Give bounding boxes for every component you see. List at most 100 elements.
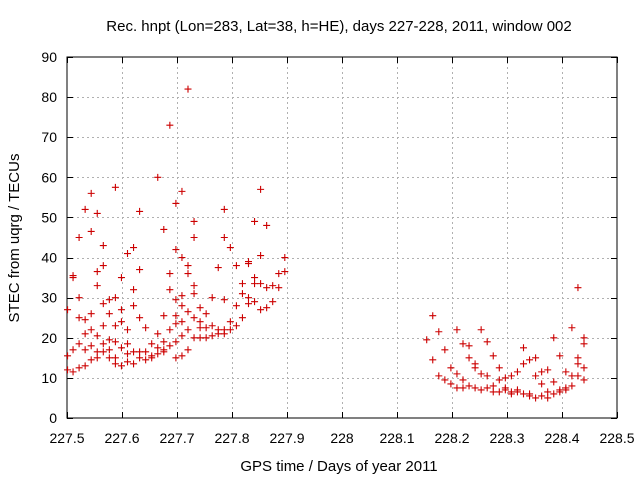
data-point: [580, 364, 588, 372]
data-point: [465, 354, 473, 362]
x-tick-label: 227.8: [214, 430, 249, 446]
data-point: [172, 338, 180, 346]
data-point: [275, 270, 283, 278]
x-tick-labels: 227.5 227.6 227.7 227.8 227.9 228 228.1 228.2 22…: [49, 430, 634, 446]
data-point: [178, 318, 186, 326]
data-point: [447, 364, 455, 372]
data-point: [172, 320, 180, 328]
data-point: [574, 360, 582, 368]
data-point: [111, 360, 119, 368]
data-point: [465, 342, 473, 350]
data-point: [99, 300, 107, 308]
data-point: [275, 284, 283, 292]
data-point: [538, 368, 546, 376]
data-point: [184, 346, 192, 354]
data-point: [257, 280, 265, 288]
data-point: [184, 270, 192, 278]
y-tick-label: 30: [41, 290, 57, 306]
data-point: [220, 296, 228, 304]
data-point: [190, 282, 198, 290]
data-point: [520, 344, 527, 352]
data-point: [81, 205, 89, 213]
data-point: [447, 380, 455, 388]
data-point: [232, 302, 240, 310]
data-point: [172, 296, 180, 304]
data-point: [562, 368, 570, 376]
data-point: [574, 354, 582, 362]
data-point: [477, 386, 485, 394]
x-tick-label: 228.4: [544, 430, 579, 446]
data-point: [105, 296, 113, 304]
data-point: [465, 382, 473, 390]
data-point: [160, 312, 168, 320]
data-point: [142, 348, 150, 356]
data-point: [136, 314, 144, 322]
data-point: [196, 334, 204, 342]
data-point: [257, 252, 265, 260]
x-tick-label: 228: [330, 430, 354, 446]
x-tick-label: 228.5: [599, 430, 634, 446]
data-point: [556, 388, 564, 396]
data-point: [93, 354, 101, 362]
data-point: [232, 322, 240, 330]
data-point: [124, 250, 131, 258]
data-point: [124, 340, 131, 348]
data-point: [172, 199, 180, 207]
y-axis-label: STEC from uqrg / TECUs: [6, 154, 23, 323]
data-point: [111, 354, 119, 362]
data-point: [184, 326, 192, 334]
data-point: [538, 392, 546, 400]
data-point: [130, 244, 138, 252]
data-point: [87, 356, 95, 364]
data-point: [87, 326, 95, 334]
data-point: [117, 306, 125, 314]
data-point: [178, 302, 186, 310]
data-point: [202, 310, 210, 318]
data-point: [471, 364, 479, 372]
data-point: [93, 209, 101, 217]
data-point: [208, 294, 216, 302]
data-point: [124, 326, 131, 334]
data-point: [142, 324, 150, 332]
data-point: [477, 326, 485, 334]
x-tick-label: 227.7: [159, 430, 194, 446]
data-point: [429, 356, 437, 364]
x-tick-label: 227.5: [49, 430, 84, 446]
data-point: [526, 356, 534, 364]
data-point: [483, 372, 491, 380]
y-tick-label: 70: [41, 129, 57, 145]
y-tick-label: 50: [41, 209, 57, 225]
data-point: [64, 306, 72, 314]
data-point: [136, 266, 144, 274]
data-point: [172, 354, 180, 362]
data-point: [281, 268, 289, 276]
data-point: [489, 382, 497, 390]
data-point: [568, 372, 576, 380]
data-point: [196, 324, 204, 332]
data-point: [532, 354, 540, 362]
data-point: [99, 348, 107, 356]
data-point: [87, 310, 95, 318]
data-point: [184, 308, 192, 316]
data-point: [202, 324, 210, 332]
data-point: [105, 346, 113, 354]
data-point: [544, 366, 552, 374]
data-point: [117, 344, 125, 352]
data-point: [196, 318, 204, 326]
y-tick-labels: 0 10 20 30 40 50 60 70 80 90: [41, 49, 57, 426]
data-point: [148, 354, 156, 362]
data-point: [220, 330, 228, 338]
data-point: [81, 316, 89, 324]
data-point: [238, 290, 246, 298]
data-point: [117, 362, 125, 370]
data-point: [483, 384, 491, 392]
data-point: [148, 340, 156, 348]
y-tick-label: 90: [41, 49, 57, 65]
data-point: [501, 386, 509, 394]
x-tick-label: 227.9: [269, 430, 304, 446]
data-point: [477, 370, 485, 378]
data-point: [532, 394, 540, 402]
data-point: [130, 302, 138, 310]
data-point: [226, 244, 234, 252]
data-point: [99, 322, 107, 330]
